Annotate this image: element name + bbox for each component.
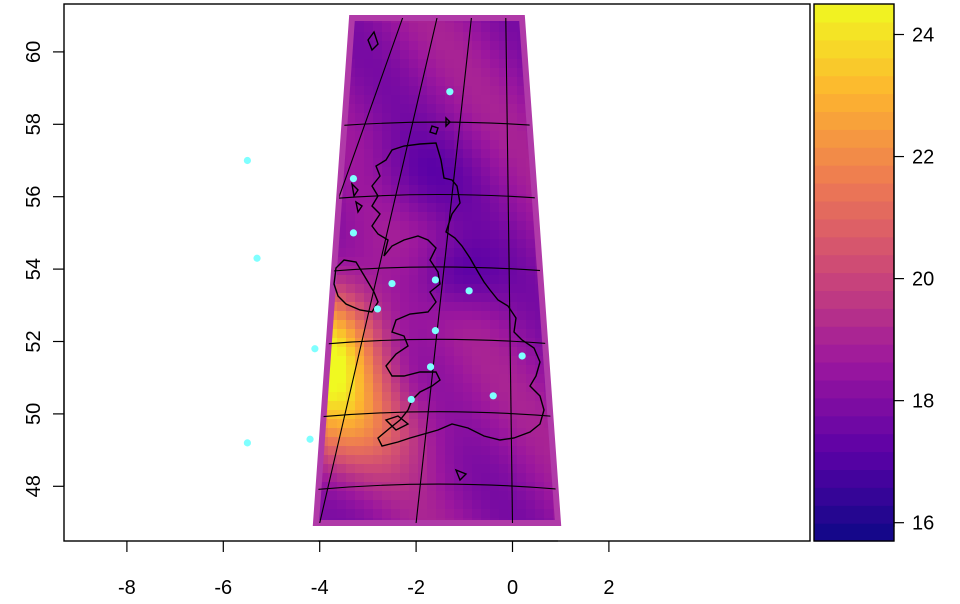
x-tick-label: 0 (507, 577, 518, 599)
map-fan-border (312, 15, 562, 526)
y-tick-label: 54 (23, 258, 45, 280)
colorbar (814, 4, 894, 542)
station-point (431, 327, 439, 335)
station-point (349, 229, 358, 237)
colorbar-tick-label: 18 (912, 391, 934, 413)
y-tick-label: 52 (23, 330, 45, 352)
station-point (311, 345, 319, 353)
station-point (243, 439, 251, 447)
station-point (243, 156, 251, 165)
colorbar-tick-label: 20 (912, 269, 934, 291)
colorbar-tick-label: 16 (912, 513, 934, 535)
station-point (518, 352, 526, 360)
station-point (407, 395, 415, 404)
station-point (349, 175, 358, 183)
station-point (388, 279, 396, 288)
station-point (465, 287, 473, 295)
station-points (243, 88, 526, 447)
station-point (253, 254, 261, 262)
x-tick-label: -2 (407, 577, 425, 599)
x-tick-label: 2 (603, 577, 614, 599)
station-point (431, 276, 439, 284)
colorbar-tick-label: 22 (912, 147, 934, 169)
station-point (446, 88, 454, 96)
colorbar-tick-label: 24 (912, 25, 934, 47)
y-tick-label: 48 (23, 475, 45, 497)
x-tick-label: -6 (214, 577, 232, 599)
station-point (306, 435, 314, 443)
station-point (373, 305, 382, 313)
y-tick-label: 56 (23, 186, 45, 208)
x-tick-label: -4 (311, 577, 329, 599)
x-tick-label: -8 (118, 577, 136, 599)
station-point (426, 363, 435, 371)
x-axis: -8 -6 -4 -2 0 2 (118, 540, 614, 599)
colorbar-axis: 16 18 20 22 24 (893, 25, 934, 535)
y-tick-label: 60 (23, 41, 45, 63)
y-axis: 48 50 52 54 56 58 60 (23, 41, 65, 497)
y-tick-label: 58 (23, 113, 45, 135)
station-point (489, 392, 497, 400)
coastline (333, 30, 545, 482)
y-tick-label: 50 (23, 403, 45, 425)
